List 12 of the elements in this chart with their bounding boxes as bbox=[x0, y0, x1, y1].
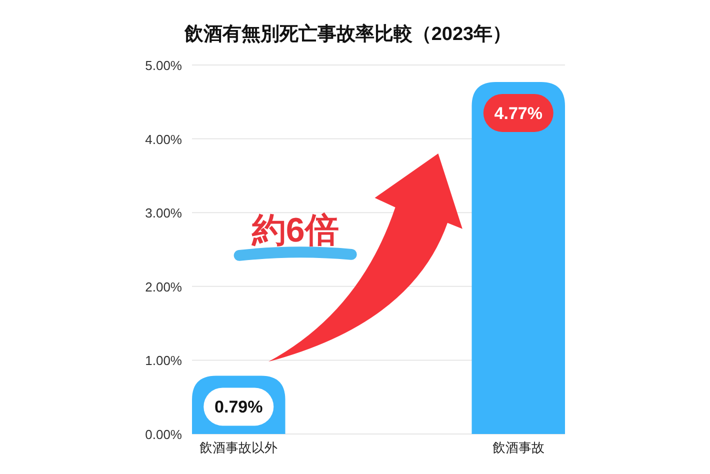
data-label: 4.77% bbox=[494, 104, 542, 123]
data-label: 0.79% bbox=[214, 398, 263, 417]
y-tick-label: 2.00% bbox=[145, 279, 182, 294]
y-tick-label: 0.00% bbox=[145, 427, 182, 442]
y-tick-label: 3.00% bbox=[145, 206, 182, 221]
x-tick-label: 飲酒事故 bbox=[492, 440, 544, 455]
x-tick-label: 飲酒事故以外 bbox=[200, 440, 278, 455]
y-tick-label: 4.00% bbox=[145, 132, 182, 147]
chart-title: 飲酒有無別死亡事故率比較（2023年） bbox=[183, 23, 512, 45]
y-tick-label: 5.00% bbox=[145, 58, 182, 73]
annotation: 約6倍 bbox=[250, 211, 339, 250]
y-tick-label: 1.00% bbox=[145, 353, 182, 368]
